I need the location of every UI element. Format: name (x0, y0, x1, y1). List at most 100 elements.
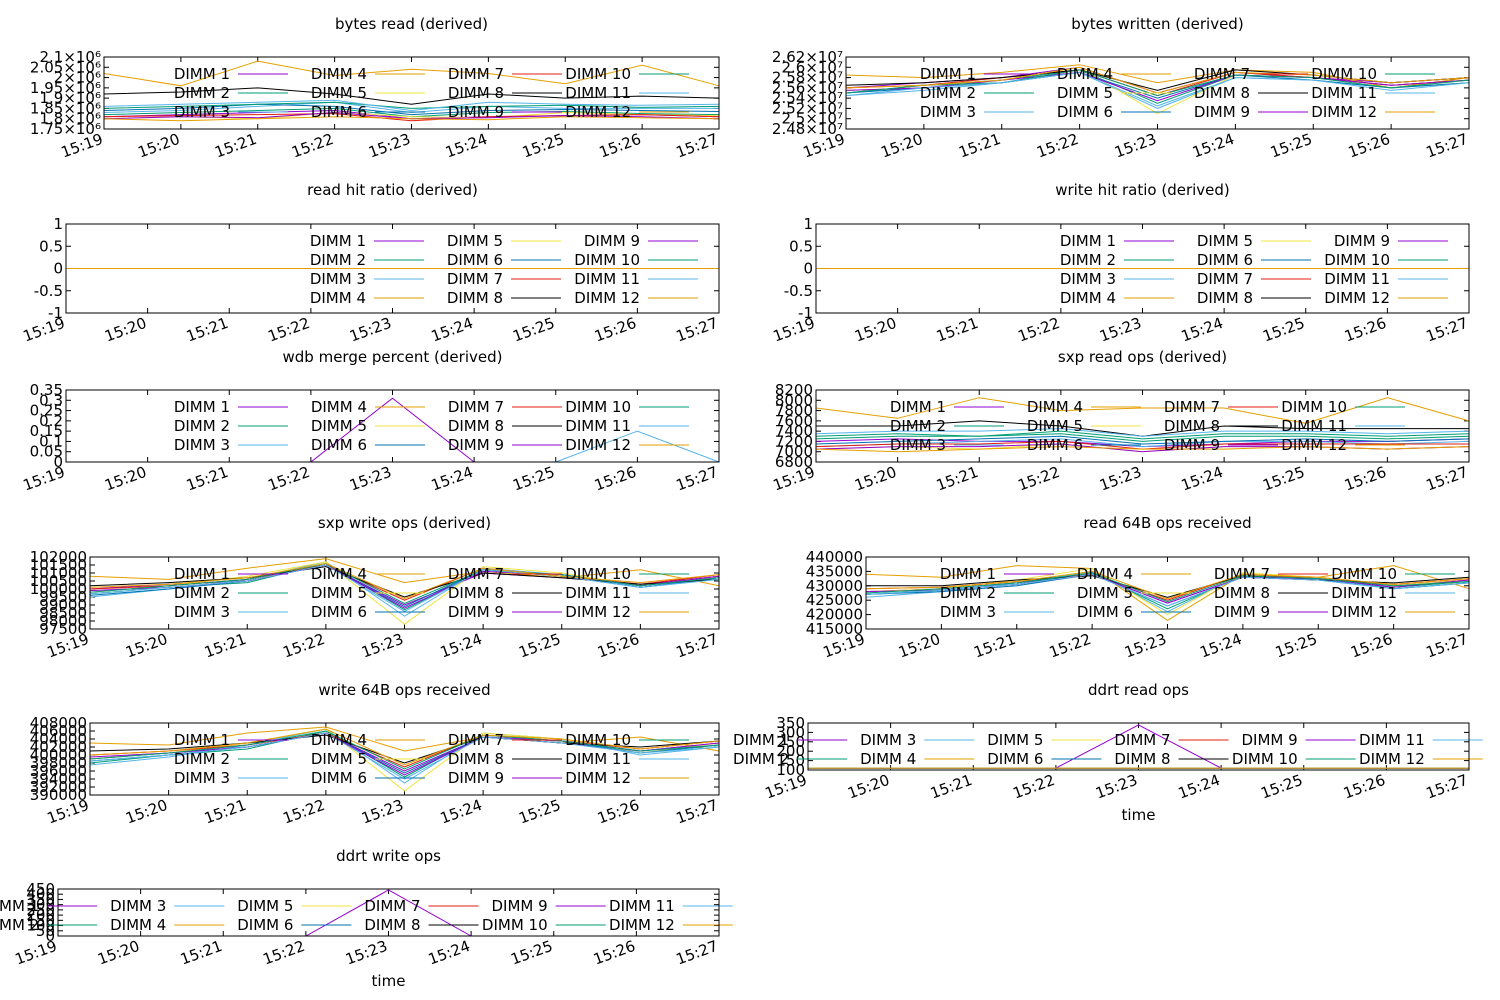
series-line (89, 732, 720, 780)
chart-title: wdb merge percent (derived) (283, 348, 503, 366)
x-tick-label: 15:22 (1015, 314, 1062, 346)
legend-label: DIMM 11 (1359, 731, 1425, 749)
y-tick-label: 7600 (775, 412, 813, 430)
y-tick-label: 100500 (30, 572, 87, 590)
legend-label: DIMM 12 (565, 436, 631, 454)
x-tick-label: 15:24 (438, 630, 485, 662)
y-tick-label: 97500 (39, 620, 87, 638)
series-line (89, 562, 720, 604)
legend-label: DIMM 4 (110, 916, 166, 934)
y-tick-label: 99500 (39, 588, 87, 606)
y-tick-label: 2.56×10⁷ (772, 79, 843, 97)
legend-label: DIMM 2 (174, 750, 230, 768)
y-tick-label: 402000 (30, 738, 87, 756)
legend-label: DIMM 3 (940, 603, 996, 621)
legend-label: DIMM 5 (1077, 584, 1133, 602)
series-line (815, 397, 1470, 424)
chart-title: sxp read ops (derived) (1058, 348, 1227, 366)
x-tick-label: 15:21 (956, 130, 1003, 162)
legend-label: DIMM 9 (1214, 603, 1270, 621)
legend-label: DIMM 2 (174, 584, 230, 602)
chart-panel: sxp read ops (derived) 680070007200740076… (771, 348, 1471, 495)
x-tick-label: 15:25 (1273, 630, 1320, 662)
legend-label: DIMM 9 (584, 232, 640, 250)
y-tick-label: -1 (798, 304, 813, 322)
y-tick-label: 0 (53, 260, 63, 278)
legend-label: DIMM 10 (1281, 398, 1347, 416)
legend-label: DIMM 9 (491, 897, 547, 915)
y-tick-label: 0.5 (789, 237, 813, 255)
legend-label: DIMM 12 (1359, 750, 1425, 768)
y-tick-label: 350 (776, 714, 805, 732)
y-tick-label: 420000 (806, 606, 863, 624)
y-tick-label: 0 (45, 927, 55, 945)
y-tick-label: 98500 (39, 604, 87, 622)
x-tick-label: 15:25 (1260, 463, 1307, 495)
series-line (89, 728, 720, 766)
legend-label: DIMM 7 (364, 897, 420, 915)
y-tick-label: 6800 (775, 453, 813, 471)
legend-label: DIMM 12 (1311, 103, 1377, 121)
legend-label: DIMM 12 (609, 916, 675, 934)
plot-frame (815, 389, 1470, 463)
x-tick-label: 15:20 (896, 630, 943, 662)
legend-label: DIMM 4 (860, 750, 916, 768)
x-tick-label: 15:23 (366, 130, 413, 162)
series-line (103, 101, 720, 109)
legend-label: DIMM 11 (565, 84, 631, 102)
series-line (103, 60, 720, 87)
x-tick-label: 15:20 (878, 130, 925, 162)
legend-label: DIMM 3 (890, 436, 946, 454)
y-tick-label: 425000 (806, 591, 863, 609)
x-tick-label: 15:27 (674, 630, 721, 662)
legend-label: DIMM 7 (1197, 270, 1253, 288)
x-tick-label: 15:23 (359, 630, 406, 662)
y-tick-label: 1.8×10⁶ (39, 110, 101, 128)
y-tick-label: 435000 (806, 562, 863, 580)
y-tick-label: -0.5 (784, 282, 813, 300)
legend-label: DIMM 10 (565, 565, 631, 583)
y-tick-label: 0.3 (39, 391, 63, 409)
plot-frame (865, 556, 1470, 630)
y-tick-label: 300 (26, 896, 55, 914)
y-tick-label: 1.85×10⁶ (30, 99, 101, 117)
x-tick-label: 15:24 (443, 130, 490, 162)
x-tick-label: 15:19 (21, 314, 68, 346)
legend-label: DIMM 12 (565, 103, 631, 121)
plot-frame (807, 722, 1470, 771)
legend-label: DIMM 3 (920, 103, 976, 121)
series-line (865, 570, 1470, 600)
y-tick-label: 1.9×10⁶ (39, 89, 101, 107)
y-tick-label: 2.6×10⁷ (781, 58, 843, 76)
y-tick-label: 8000 (775, 391, 813, 409)
x-tick-label: 15:24 (1197, 630, 1244, 662)
x-tick-label: 15:25 (510, 314, 557, 346)
x-tick-label: 15:22 (1010, 771, 1057, 803)
legend-label: DIMM 11 (1281, 417, 1347, 435)
legend-label: DIMM 11 (1331, 584, 1397, 602)
legend-label: DIMM 8 (448, 750, 504, 768)
y-tick-label: 0.25 (30, 402, 63, 420)
x-tick-label: 15:26 (595, 796, 642, 828)
x-tick-label: 15:23 (347, 314, 394, 346)
y-tick-label: 50 (36, 922, 55, 940)
y-tick-label: 0 (803, 260, 813, 278)
legend-label: DIMM 1 (310, 232, 366, 250)
chart-panel: wdb merge percent (derived)00.050.10.150… (21, 348, 721, 495)
y-tick-label: 2.54×10⁷ (772, 89, 843, 107)
legend-label: DIMM 9 (1164, 436, 1220, 454)
x-axis-label: time (372, 972, 406, 990)
x-tick-label: 15:27 (674, 314, 721, 346)
chart-panel: write hit ratio (derived) -1 -0.5 0 0.5 1 15:1… (771, 181, 1471, 346)
x-tick-label: 15:25 (520, 130, 567, 162)
x-tick-label: 15:27 (1424, 771, 1471, 803)
series-line (89, 728, 720, 792)
x-tick-label: 15:21 (178, 937, 225, 969)
legend-label: DIMM 1 (0, 897, 39, 915)
legend-label: DIMM 7 (1214, 565, 1270, 583)
legend-label: DIMM 4 (311, 398, 367, 416)
legend-label: DIMM 7 (447, 270, 503, 288)
x-tick-label: 15:21 (934, 463, 981, 495)
chart-title: ddrt read ops (1088, 681, 1189, 699)
